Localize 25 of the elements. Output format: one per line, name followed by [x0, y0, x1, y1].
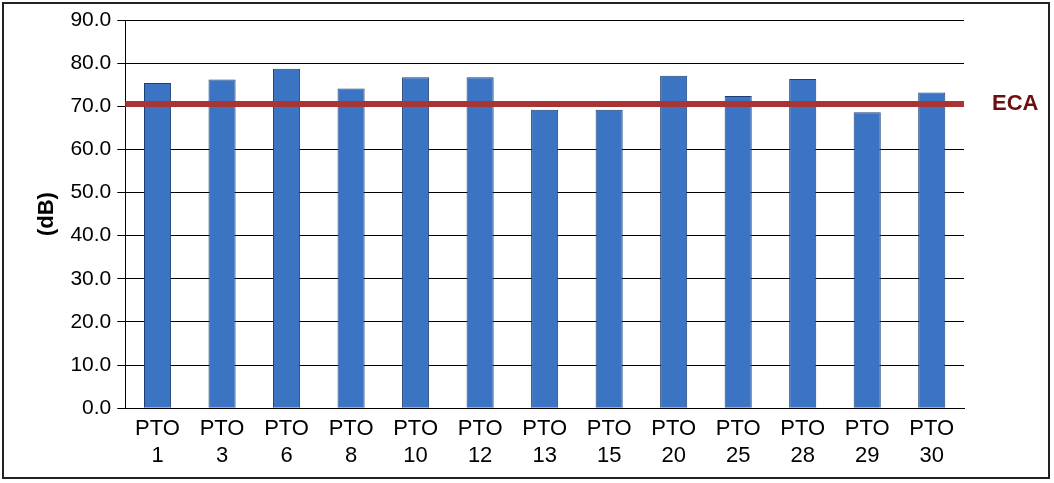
y-tick-label: 20.0 — [70, 308, 112, 332]
y-tick-label: 70.0 — [70, 93, 112, 117]
y-axis-title: (dB) — [33, 192, 59, 237]
y-tick-label: 40.0 — [70, 222, 112, 246]
x-tick-label: PTO 8 — [328, 415, 374, 467]
y-tick-label: 10.0 — [70, 351, 112, 375]
y-tick-label: 60.0 — [70, 136, 112, 160]
x-tick-label: PTO 28 — [780, 415, 826, 467]
x-tick-label: PTO 15 — [586, 415, 632, 467]
x-tick-label: PTO 25 — [715, 415, 761, 467]
x-tick-label: PTO 1 — [135, 415, 180, 467]
x-tick-label: PTO 29 — [844, 415, 890, 467]
x-tick-label: PTO 12 — [457, 415, 503, 467]
y-tick-label: 30.0 — [70, 265, 112, 289]
x-tick-label: PTO 13 — [522, 415, 568, 467]
y-tick-label: 80.0 — [70, 49, 112, 73]
x-tick-label: PTO 6 — [264, 415, 309, 467]
x-tick-label: PTO 30 — [909, 415, 955, 467]
y-tick-label: 50.0 — [70, 179, 112, 203]
ref-line-label: ECA — [992, 90, 1039, 116]
x-tick-label: PTO 20 — [651, 415, 697, 467]
y-tick-label: 90.0 — [70, 6, 112, 30]
x-tick-label: PTO 10 — [393, 415, 439, 467]
y-tick-label: 0.0 — [82, 395, 112, 418]
x-tick-label: PTO 3 — [199, 415, 245, 467]
